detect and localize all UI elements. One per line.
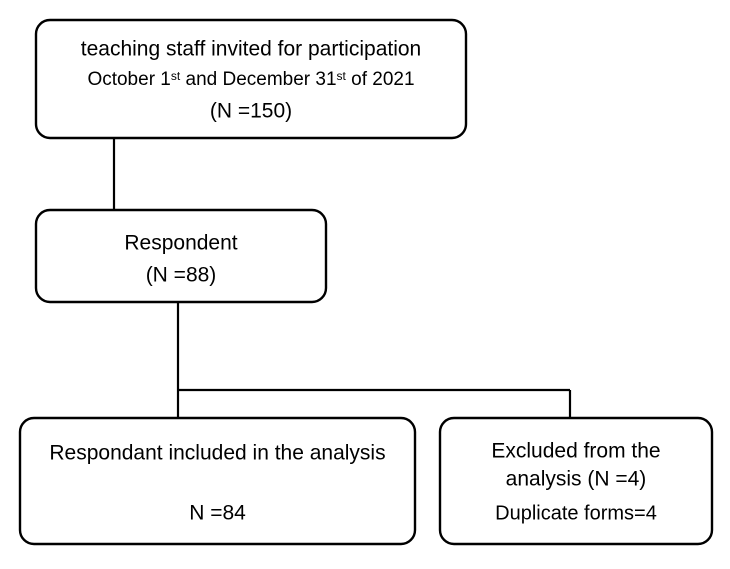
node-invited-line-1: October 1st and December 31st of 2021 (87, 69, 414, 90)
node-respondent: Respondent (N =88) (36, 210, 326, 302)
node-respondent-line-0: Respondent (124, 232, 237, 255)
node-included-line-0: Respondant included in the analysis (49, 442, 385, 465)
node-included-box (20, 418, 415, 544)
node-excluded-line-0: Excluded from the (491, 440, 660, 463)
node-included: Respondant included in the analysis N =84 (20, 418, 415, 544)
node-invited: teaching staff invited for participation… (36, 20, 466, 138)
node-excluded-line-2: Duplicate forms=4 (495, 502, 657, 524)
node-excluded: Excluded from the analysis (N =4) Duplicat… (440, 418, 712, 544)
node-invited-line-0: teaching staff invited for participation (81, 38, 421, 61)
node-excluded-line-1: analysis (N =4) (506, 468, 647, 491)
node-respondent-box (36, 210, 326, 302)
node-included-line-1: N =84 (189, 502, 246, 525)
node-respondent-line-1: (N =88) (146, 264, 217, 287)
node-invited-line-2: (N =150) (210, 100, 292, 123)
